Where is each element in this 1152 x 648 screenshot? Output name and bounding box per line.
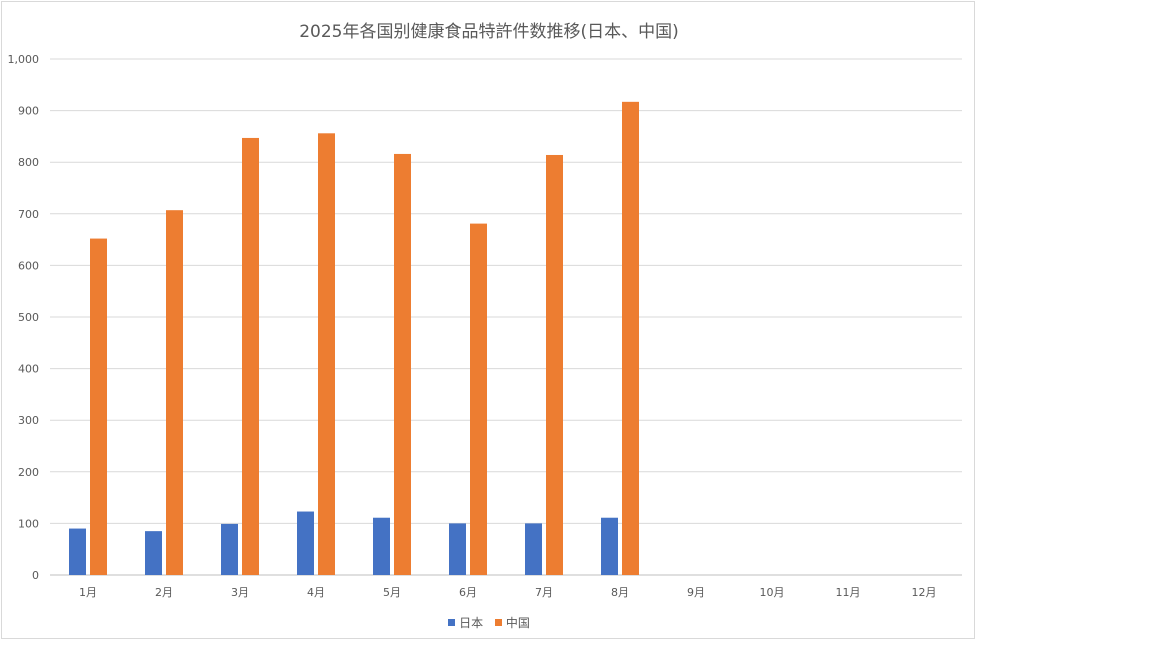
legend-item-china: 中国	[494, 614, 530, 631]
bar-china	[470, 223, 487, 575]
y-tick-label: 400	[18, 363, 39, 376]
x-tick-label: 2月	[155, 586, 173, 599]
y-axis-ticks: 0 100 200 300 400 500 600 700 800 900 1,000	[8, 53, 40, 582]
bar-japan	[297, 511, 314, 575]
bar-china	[318, 133, 335, 575]
bar-japan	[525, 523, 542, 575]
y-tick-label: 200	[18, 466, 39, 479]
x-tick-label: 11月	[836, 586, 861, 599]
x-tick-label: 1月	[79, 586, 97, 599]
y-tick-label: 500	[18, 311, 39, 324]
bar-china	[622, 101, 639, 575]
legend: 日本 中国	[2, 614, 976, 631]
bar-japan	[221, 523, 238, 575]
bar-china	[242, 137, 259, 575]
bar-japan	[145, 531, 162, 575]
bar-japan	[449, 523, 466, 575]
y-tick-label: 700	[18, 208, 39, 221]
x-tick-label: 5月	[383, 586, 401, 599]
y-tick-label: 100	[18, 517, 39, 530]
gridlines	[50, 58, 962, 576]
bars	[69, 101, 639, 576]
legend-swatch-japan	[448, 619, 456, 626]
y-tick-label: 600	[18, 259, 39, 272]
bar-china	[394, 153, 411, 575]
y-tick-label: 900	[18, 105, 39, 118]
x-axis-ticks: 1月 2月 3月 4月 5月 6月 7月 8月 9月 10月 11月 12月	[79, 586, 937, 599]
y-tick-label: 0	[32, 569, 39, 582]
x-tick-label: 4月	[307, 586, 325, 599]
chart-frame: 2025年各国别健康食品特許件数推移(日本、中国) 0 100 200 300 400 5…	[1, 1, 975, 639]
x-tick-label: 12月	[912, 586, 937, 599]
x-tick-label: 9月	[687, 586, 705, 599]
chart-plot: 0 100 200 300 400 500 600 700 800 900 1,000 1月 2月 3月…	[8, 53, 962, 599]
legend-item-japan: 日本	[448, 614, 483, 631]
legend-swatch-china	[494, 619, 502, 626]
bar-china	[166, 210, 183, 576]
x-tick-label: 8月	[611, 586, 629, 599]
x-tick-label: 6月	[459, 586, 477, 599]
chart-title: 2025年各国别健康食品特許件数推移(日本、中国)	[299, 22, 679, 42]
y-tick-label: 800	[18, 156, 39, 169]
x-tick-label: 10月	[760, 586, 785, 599]
x-tick-label: 3月	[231, 586, 249, 599]
legend-label-japan: 日本	[459, 616, 484, 630]
bar-china	[546, 154, 563, 575]
bar-japan	[373, 517, 390, 575]
y-tick-label: 300	[18, 414, 39, 427]
bar-japan	[601, 517, 618, 575]
y-tick-label: 1,000	[8, 53, 40, 66]
legend-label-china: 中国	[505, 616, 530, 630]
bar-china	[90, 238, 107, 575]
x-tick-label: 7月	[535, 586, 553, 599]
bar-japan	[69, 528, 86, 575]
